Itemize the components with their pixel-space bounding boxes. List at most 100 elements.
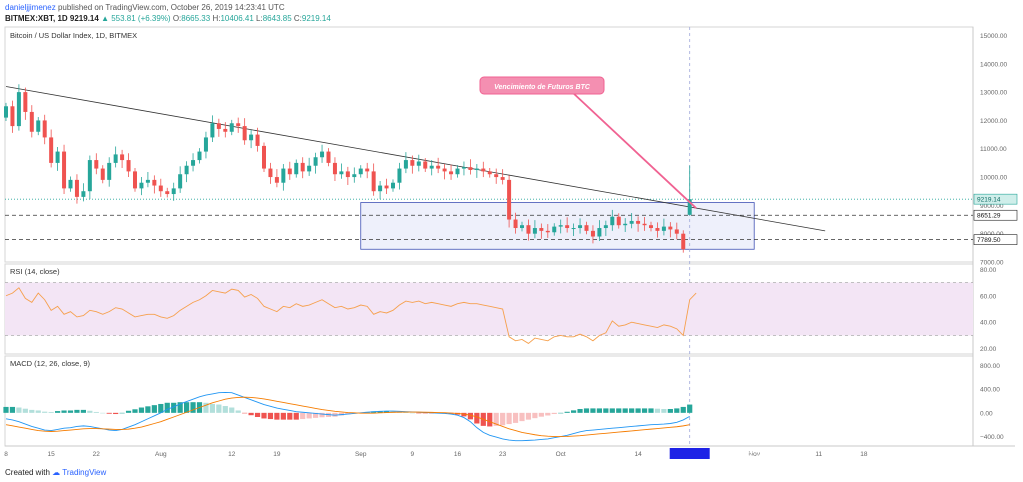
macd-histogram-bar[interactable] [300,412,306,420]
consolidation-box[interactable] [360,202,755,250]
candle-body[interactable] [558,225,563,227]
candle-body[interactable] [332,162,337,175]
candle-body[interactable] [339,171,344,175]
macd-histogram-bar[interactable] [80,409,86,413]
candle-body[interactable] [281,168,286,183]
macd-histogram-bar[interactable] [461,412,467,417]
macd-histogram-bar[interactable] [132,409,138,413]
candle-body[interactable] [287,168,292,175]
candle-body[interactable] [203,137,208,152]
candle-body[interactable] [571,228,576,230]
candle-body[interactable] [139,182,144,189]
macd-histogram-bar[interactable] [235,410,241,413]
candle-body[interactable] [507,179,512,220]
macd-histogram-bar[interactable] [22,408,28,413]
macd-histogram-bar[interactable] [403,412,409,413]
macd-histogram-bar[interactable] [267,412,274,420]
macd-histogram-bar[interactable] [222,406,228,413]
candle-body[interactable] [113,154,118,163]
candle-body[interactable] [552,226,557,233]
candle-body[interactable] [384,185,389,189]
macd-histogram-bar[interactable] [590,408,596,413]
candle-body[interactable] [455,168,460,175]
candle-body[interactable] [216,123,221,129]
candle-body[interactable] [255,134,260,146]
macd-histogram-bar[interactable] [3,406,9,413]
macd-histogram-bar[interactable] [667,408,673,413]
candle-body[interactable] [345,171,350,178]
candle-body[interactable] [494,174,499,178]
macd-histogram-bar[interactable] [158,403,164,413]
candle-body[interactable] [210,123,215,138]
candle-body[interactable] [636,220,641,224]
macd-histogram-bar[interactable] [493,412,499,426]
macd-histogram-bar[interactable] [106,412,112,414]
candle-body[interactable] [223,128,228,132]
macd-histogram-bar[interactable] [551,412,557,415]
macd-histogram-bar[interactable] [254,412,261,417]
macd-histogram-bar[interactable] [506,412,512,425]
macd-histogram-bar[interactable] [512,412,519,423]
candle-body[interactable] [42,120,47,138]
candle-body[interactable] [649,225,653,229]
candle-body[interactable] [145,179,150,183]
macd-histogram-bar[interactable] [113,412,119,415]
candle-body[interactable] [268,168,273,178]
macd-histogram-bar[interactable] [525,412,532,420]
candle-body[interactable] [94,160,99,169]
macd-histogram-bar[interactable] [609,408,615,413]
candle-body[interactable] [436,165,441,169]
macd-histogram-bar[interactable] [564,411,570,413]
macd-histogram-bar[interactable] [216,404,222,413]
macd-histogram-bar[interactable] [67,410,74,413]
candle-body[interactable] [416,161,421,166]
macd-histogram-bar[interactable] [635,408,641,413]
author-link[interactable]: danieljjimenez [5,3,56,12]
candle-body[interactable] [87,160,92,192]
macd-histogram-bar[interactable] [583,408,590,413]
macd-histogram-bar[interactable] [467,412,473,420]
candle-body[interactable] [23,92,28,112]
candle-body[interactable] [294,162,299,175]
candle-body[interactable] [500,177,505,180]
candle-body[interactable] [171,188,176,195]
candle-body[interactable] [520,225,524,229]
candle-body[interactable] [300,162,305,172]
candle-body[interactable] [687,199,692,215]
macd-histogram-bar[interactable] [571,410,577,413]
macd-histogram-bar[interactable] [151,405,157,413]
macd-histogram-bar[interactable] [74,409,80,413]
candle-body[interactable] [513,219,518,229]
macd-histogram-bar[interactable] [319,412,325,418]
macd-histogram-bar[interactable] [242,412,248,414]
candle-body[interactable] [539,228,544,231]
candle-body[interactable] [152,179,157,186]
candle-body[interactable] [403,160,408,169]
macd-histogram-bar[interactable] [100,412,106,414]
candle-body[interactable] [545,230,550,233]
macd-histogram-bar[interactable] [125,410,132,413]
macd-histogram-bar[interactable] [35,410,41,413]
candle-body[interactable] [133,171,137,189]
candle-body[interactable] [378,185,383,192]
candle-body[interactable] [481,168,486,172]
macd-histogram-bar[interactable] [203,402,209,413]
candle-body[interactable] [197,151,202,161]
candle-body[interactable] [178,174,183,189]
candle-body[interactable] [629,220,634,224]
candle-body[interactable] [474,168,479,170]
candle-body[interactable] [578,225,583,229]
candle-body[interactable] [668,226,673,230]
candle-body[interactable] [184,165,189,175]
candle-body[interactable] [36,120,41,132]
candle-body[interactable] [62,151,67,189]
macd-histogram-bar[interactable] [500,412,506,426]
candle-body[interactable] [313,157,318,166]
macd-histogram-bar[interactable] [519,412,525,422]
macd-histogram-bar[interactable] [177,402,183,413]
candle-body[interactable] [365,168,370,172]
macd-histogram-bar[interactable] [596,408,602,413]
candle-body[interactable] [29,111,34,132]
candle-body[interactable] [610,216,615,226]
macd-histogram-bar[interactable] [306,412,312,419]
